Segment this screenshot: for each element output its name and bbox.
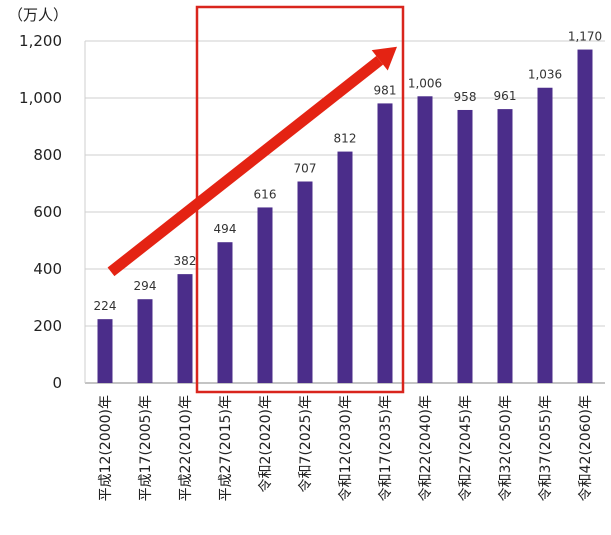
value-label: 616 <box>254 187 277 201</box>
bar <box>497 109 513 384</box>
overlays <box>107 5 405 394</box>
value-label: 958 <box>454 90 477 104</box>
y-tick-label: 1,000 <box>19 89 62 107</box>
bar <box>377 103 393 383</box>
y-tick-labels: 0 200 400 600 800 1,000 1,200 <box>19 32 62 392</box>
x-tick-label: 平成17(2005)年 <box>138 395 154 501</box>
x-tick-label: 令和27(2045)年 <box>458 395 474 501</box>
value-labels: 224 294 382 494 616 707 812 981 1,006 958 961 1,036… <box>94 30 603 314</box>
x-tick-label: 平成27(2015)年 <box>218 395 234 501</box>
x-tick-label: 平成22(2010)年 <box>178 395 194 501</box>
bar <box>137 299 153 383</box>
value-label: 812 <box>334 132 357 146</box>
x-tick-label: 令和32(2050)年 <box>498 395 514 501</box>
value-label: 981 <box>374 83 397 97</box>
y-tick-label: 200 <box>33 317 62 335</box>
trend-arrow-head <box>371 46 397 71</box>
y-tick-label: 1,200 <box>19 32 62 50</box>
y-tick-label: 0 <box>52 374 62 392</box>
value-label: 382 <box>174 254 197 268</box>
bar <box>337 151 353 383</box>
bar <box>577 49 593 384</box>
bar <box>97 319 113 383</box>
value-label: 707 <box>294 162 317 176</box>
y-axis-unit-label: （万人） <box>8 6 69 24</box>
x-tick-label: 平成12(2000)年 <box>98 395 114 501</box>
y-tick-label: 400 <box>33 260 62 278</box>
value-label: 1,036 <box>528 68 562 82</box>
x-tick-labels: 平成12(2000)年 平成17(2005)年 平成22(2010)年 平成27(20… <box>98 395 594 501</box>
value-label: 294 <box>134 279 157 293</box>
x-tick-label: 令和12(2030)年 <box>338 395 354 501</box>
value-label: 494 <box>214 222 237 236</box>
bar <box>177 274 193 383</box>
bar <box>537 87 553 384</box>
value-label: 224 <box>94 299 117 313</box>
trend-arrow-shaft <box>107 55 384 277</box>
x-tick-label: 令和7(2025)年 <box>298 395 314 492</box>
x-tick-label: 令和17(2035)年 <box>378 395 394 501</box>
bar <box>457 109 473 383</box>
bars <box>97 49 593 384</box>
x-tick-label: 令和42(2060)年 <box>578 395 594 501</box>
bar <box>297 181 313 383</box>
x-tick-label: 令和2(2020)年 <box>258 395 274 492</box>
value-label: 1,170 <box>568 30 602 44</box>
bar <box>417 96 433 383</box>
value-label: 1,006 <box>408 76 442 90</box>
y-tick-label: 800 <box>33 146 62 164</box>
x-tick-label: 令和37(2055)年 <box>538 395 554 501</box>
value-label: 961 <box>494 89 517 103</box>
y-tick-label: 600 <box>33 203 62 221</box>
x-tick-label: 令和22(2040)年 <box>418 395 434 501</box>
bar <box>257 207 273 383</box>
bar <box>217 242 233 383</box>
